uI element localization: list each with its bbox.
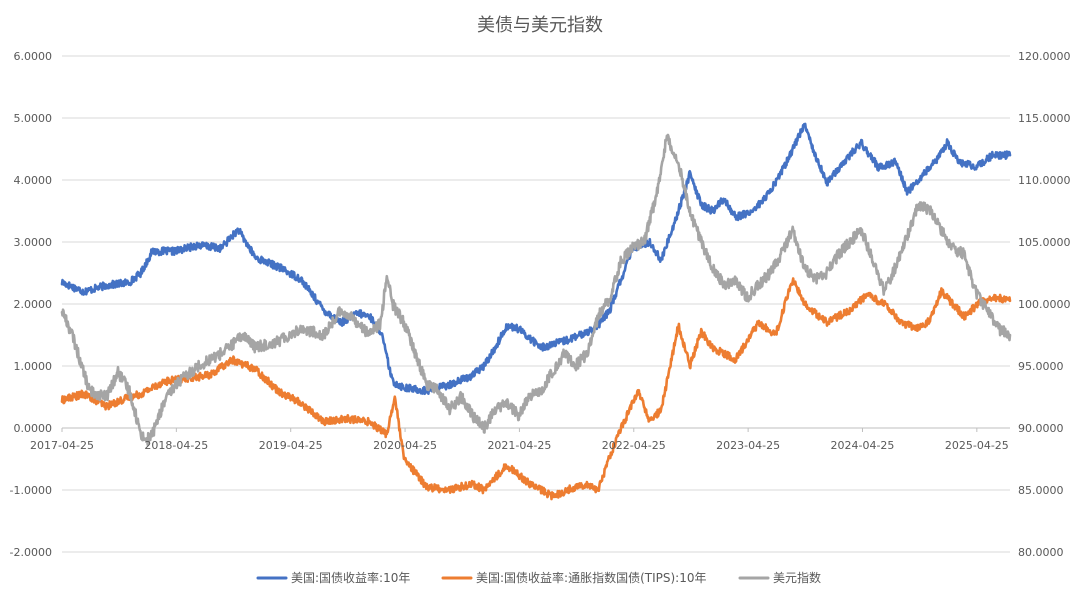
y-right-tick-label: 110.0000 — [1018, 174, 1071, 187]
series-line-2 — [60, 133, 1012, 447]
series-lines — [60, 122, 1012, 501]
legend-label-2: 美元指数 — [773, 570, 821, 585]
y-right-tick-label: 115.0000 — [1018, 112, 1071, 125]
x-tick-label: 2021-04-25 — [487, 439, 551, 452]
y-left-tick-label: -2.0000 — [10, 546, 52, 559]
y-left-tick-label: 3.0000 — [14, 236, 53, 249]
y-left-tick-label: 5.0000 — [14, 112, 53, 125]
y-left-tick-label: 0.0000 — [14, 422, 53, 435]
series-line-1 — [60, 277, 1012, 501]
legend-label-0: 美国:国债收益率:10年 — [291, 570, 410, 585]
y-left-tick-label: 6.0000 — [14, 50, 53, 63]
x-tick-label: 2023-04-25 — [716, 439, 780, 452]
x-tick-label: 2018-04-25 — [144, 439, 208, 452]
y-right-tick-label: 120.0000 — [1018, 50, 1071, 63]
x-tick-label: 2024-04-25 — [831, 439, 895, 452]
legend: 美国:国债收益率:10年 美国:国债收益率:通胀指数国债(TIPS):10年 美元指… — [256, 570, 821, 585]
x-tick-label: 2019-04-25 — [259, 439, 323, 452]
chart-title: 美债与美元指数 — [477, 15, 603, 36]
x-tick-label: 2025-04-25 — [945, 439, 1009, 452]
y-left-tick-label: 1.0000 — [14, 360, 53, 373]
y-right-tick-label: 85.0000 — [1018, 484, 1064, 497]
y-right-tick-label: 100.0000 — [1018, 298, 1071, 311]
series-line-0 — [60, 122, 1012, 396]
x-tick-label: 2020-04-25 — [373, 439, 437, 452]
axis-labels: 6.0000 5.0000 4.0000 3.0000 2.0000 1.0000 0.00… — [10, 50, 1071, 559]
y-left-tick-label: 2.0000 — [14, 298, 53, 311]
y-right-tick-label: 95.0000 — [1018, 360, 1064, 373]
y-left-tick-label: -1.0000 — [10, 484, 52, 497]
y-right-tick-label: 80.0000 — [1018, 546, 1064, 559]
y-right-tick-label: 90.0000 — [1018, 422, 1064, 435]
legend-label-1: 美国:国债收益率:通胀指数国债(TIPS):10年 — [476, 570, 707, 585]
x-tick-label: 2017-04-25 — [30, 439, 94, 452]
y-right-tick-label: 105.0000 — [1018, 236, 1071, 249]
y-left-tick-label: 4.0000 — [14, 174, 53, 187]
x-tick-label: 2022-04-25 — [602, 439, 666, 452]
